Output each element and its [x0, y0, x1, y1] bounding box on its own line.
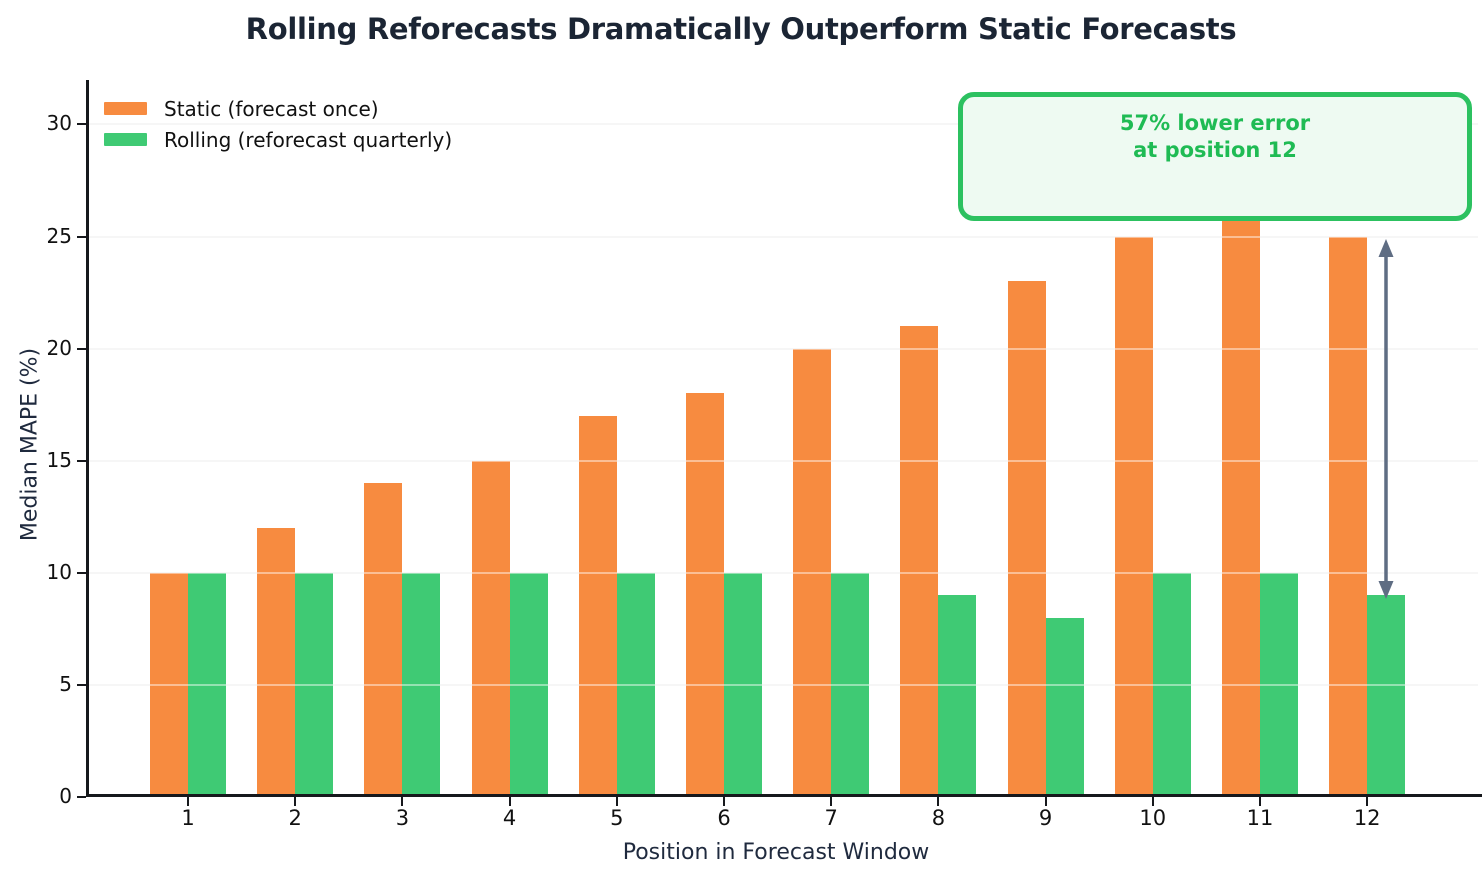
y-tick-0 — [77, 796, 86, 798]
gridline-overlay-5 — [86, 683, 1478, 686]
y-tick-label-15: 15 — [46, 447, 72, 472]
bar-static-pos-1 — [150, 572, 188, 797]
x-tick-label-2: 2 — [288, 806, 302, 830]
legend-swatch-static — [104, 102, 147, 115]
gridline-overlay-25 — [86, 235, 1478, 238]
bar-rolling-pos-6 — [724, 572, 762, 797]
y-tick-20 — [77, 347, 86, 350]
x-axis-spine — [86, 794, 1482, 797]
gridline-overlay-10 — [86, 571, 1478, 574]
x-tick-label-11: 11 — [1246, 806, 1274, 830]
x-tick-label-9: 9 — [1038, 806, 1053, 830]
y-tick-30 — [77, 123, 86, 126]
bar-rolling-pos-3 — [402, 572, 441, 797]
gridline-20 — [86, 347, 1478, 350]
x-tick-1 — [187, 797, 189, 806]
x-tick-6 — [723, 797, 725, 806]
x-tick-12 — [1366, 797, 1369, 806]
y-tick-10 — [77, 571, 86, 574]
x-tick-label-1: 1 — [181, 806, 195, 830]
legend-swatch-rolling — [104, 133, 147, 146]
y-tick-5 — [77, 683, 86, 686]
bar-rolling-pos-10 — [1152, 572, 1191, 797]
annotation-callout: 57% lower error at position 12 — [958, 92, 1472, 221]
bar-static-pos-10 — [1114, 236, 1153, 797]
bar-rolling-pos-9 — [1045, 617, 1084, 797]
bar-static-pos-5 — [578, 415, 617, 797]
bar-static-pos-2 — [257, 527, 296, 797]
x-tick-7 — [830, 797, 833, 806]
gridline-15 — [86, 459, 1478, 462]
bar-static-pos-8 — [900, 326, 939, 797]
gridline-overlay-30 — [86, 123, 1478, 126]
bar-rolling-pos-2 — [295, 572, 334, 797]
bar-static-pos-11 — [1222, 214, 1260, 797]
y-tick-25 — [77, 235, 86, 238]
x-tick-3 — [401, 797, 404, 806]
legend: Static (forecast once) Rolling (reforeca… — [104, 93, 452, 155]
x-tick-11 — [1259, 797, 1261, 806]
x-tick-label-8: 8 — [931, 806, 946, 830]
bar-static-pos-12 — [1329, 236, 1368, 797]
x-tick-4 — [508, 797, 511, 806]
annotation-line-1: 57% lower error — [1119, 111, 1311, 135]
bar-rolling-pos-1 — [188, 572, 226, 797]
y-tick-label-30: 30 — [46, 111, 72, 136]
legend-label-static: Static (forecast once) — [164, 96, 379, 121]
x-tick-label-7: 7 — [824, 806, 838, 830]
y-tick-15 — [77, 459, 86, 462]
bar-static-pos-7 — [793, 348, 832, 797]
x-tick-5 — [615, 797, 618, 806]
y-tick-label-20: 20 — [46, 335, 72, 360]
legend-item-rolling: Rolling (reforecast quarterly) — [104, 124, 452, 155]
y-tick-label-0: 0 — [59, 784, 72, 808]
bar-rolling-pos-12 — [1367, 595, 1406, 797]
legend-item-static: Static (forecast once) — [104, 93, 452, 124]
gridline-overlay-20 — [86, 347, 1478, 350]
gridline-5 — [86, 683, 1478, 686]
legend-label-rolling: Rolling (reforecast quarterly) — [164, 127, 453, 152]
bar-rolling-pos-11 — [1260, 572, 1298, 797]
y-axis-spine — [86, 80, 89, 797]
bar-static-pos-9 — [1007, 281, 1046, 797]
y-tick-label-10: 10 — [46, 559, 72, 584]
y-axis-title: Median MAPE (%) — [17, 347, 43, 542]
difference-arrow-icon — [1378, 239, 1394, 599]
x-tick-8 — [937, 797, 940, 806]
x-tick-label-6: 6 — [717, 806, 731, 830]
bar-rolling-pos-5 — [616, 572, 655, 797]
bar-static-pos-4 — [471, 460, 510, 797]
gridline-25 — [86, 235, 1478, 238]
gridline-overlay-15 — [86, 459, 1478, 462]
plot-area: 1 2 3 4 5 6 7 8 9 10 11 12 0 5 10 15 20 25 30 — [47, 80, 1482, 830]
y-tick-label-25: 25 — [46, 223, 72, 248]
x-tick-label-5: 5 — [610, 806, 624, 830]
bar-static-pos-6 — [686, 393, 724, 797]
bar-static-pos-3 — [364, 483, 403, 797]
gridline-10 — [86, 571, 1478, 574]
x-tick-10 — [1151, 797, 1154, 806]
x-tick-label-4: 4 — [502, 806, 517, 830]
gridline-30 — [86, 123, 1478, 126]
x-axis-title: Position in Forecast Window — [622, 840, 930, 865]
x-tick-9 — [1044, 797, 1047, 806]
chart-title: Rolling Reforecasts Dramatically Outperf… — [245, 12, 1237, 46]
annotation-line-2: at position 12 — [1133, 138, 1297, 162]
x-tick-label-3: 3 — [395, 806, 410, 830]
x-tick-label-12: 12 — [1353, 806, 1381, 830]
y-tick-label-5: 5 — [59, 671, 72, 696]
bar-rolling-pos-7 — [831, 572, 870, 797]
bar-rolling-pos-8 — [938, 595, 977, 797]
bar-rolling-pos-4 — [509, 572, 548, 797]
x-tick-2 — [294, 797, 297, 806]
x-tick-label-10: 10 — [1139, 806, 1167, 830]
